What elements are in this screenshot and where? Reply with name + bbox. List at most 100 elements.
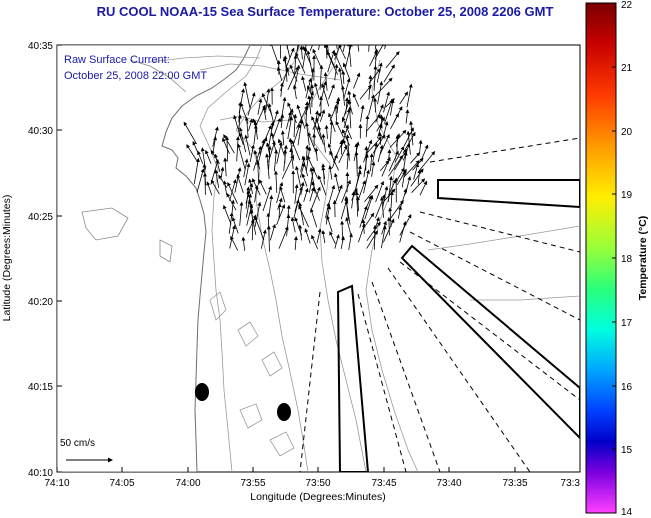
current-vector xyxy=(303,187,309,202)
current-vector xyxy=(230,235,239,251)
current-vector xyxy=(319,64,324,90)
current-vector xyxy=(202,172,207,195)
current-vector xyxy=(257,98,263,115)
current-vector xyxy=(329,120,334,145)
current-vector xyxy=(327,49,336,73)
current-vector xyxy=(401,170,407,188)
current-vector xyxy=(269,223,276,241)
x-tick-label: 73:40 xyxy=(436,478,461,489)
current-vector xyxy=(291,139,301,161)
current-vector xyxy=(313,110,319,137)
current-vector xyxy=(419,180,428,196)
current-vector xyxy=(239,201,244,226)
current-vector xyxy=(305,144,310,161)
current-vector xyxy=(236,174,244,193)
current-vector xyxy=(210,179,220,195)
current-vector xyxy=(317,175,327,196)
current-vector xyxy=(286,111,292,130)
current-vector xyxy=(277,202,282,219)
current-vector xyxy=(406,130,411,155)
current-vector xyxy=(406,83,413,108)
current-vector xyxy=(278,226,289,249)
current-vector xyxy=(371,161,376,177)
channel-polygons xyxy=(336,179,580,472)
x-tick-label: 73:35 xyxy=(502,478,527,489)
x-tick-label: 74:05 xyxy=(109,478,134,489)
colorbar-label: Temperature (°C) xyxy=(637,216,649,301)
current-vector xyxy=(214,169,220,188)
current-vector xyxy=(405,109,410,124)
current-vector xyxy=(348,233,353,250)
current-vector xyxy=(375,104,384,123)
current-vector xyxy=(318,45,320,51)
current-vector xyxy=(342,62,351,81)
current-vector xyxy=(298,224,303,241)
y-tick-label: 40:20 xyxy=(28,297,53,308)
current-vector xyxy=(293,199,300,219)
current-vector xyxy=(292,84,297,100)
current-vector xyxy=(243,158,249,178)
current-vector xyxy=(309,186,315,202)
current-vector xyxy=(347,106,352,129)
current-vector xyxy=(399,221,407,243)
current-vector xyxy=(365,115,370,138)
current-vector xyxy=(343,77,351,100)
current-vector xyxy=(205,149,212,164)
current-vector xyxy=(238,127,247,153)
current-vector xyxy=(366,230,378,249)
current-vector xyxy=(329,231,336,245)
current-vector xyxy=(351,191,356,209)
current-vector xyxy=(418,139,423,153)
current-vector xyxy=(222,180,228,195)
current-vector xyxy=(321,163,326,185)
current-vector xyxy=(363,153,369,178)
current-vector xyxy=(334,234,340,249)
current-vector xyxy=(295,52,306,74)
current-vector xyxy=(241,236,246,251)
current-vector xyxy=(324,45,335,67)
current-vector xyxy=(235,136,240,162)
colorbar-tick-label: 21 xyxy=(621,63,633,74)
colorbar xyxy=(585,2,617,514)
axis-ticks xyxy=(56,44,516,473)
current-vector xyxy=(398,205,403,219)
current-vector xyxy=(273,170,278,193)
current-vector xyxy=(248,118,253,132)
current-vector xyxy=(298,205,309,228)
current-vector xyxy=(255,160,260,185)
current-vector xyxy=(374,77,393,97)
current-vector xyxy=(383,91,391,113)
y-tick-label: 40:35 xyxy=(28,41,53,52)
current-vector xyxy=(359,205,368,228)
current-vector xyxy=(244,116,249,138)
current-vector xyxy=(340,236,345,249)
current-vector xyxy=(301,75,307,92)
current-vector xyxy=(250,218,255,241)
current-vector xyxy=(365,136,382,155)
current-vector xyxy=(223,157,228,177)
current-vector xyxy=(311,186,321,210)
current-vector xyxy=(265,153,270,179)
current-vector xyxy=(388,155,403,177)
current-vector xyxy=(383,218,395,243)
current-vector xyxy=(375,180,385,203)
x-tick-label: 74:00 xyxy=(175,478,200,489)
current-vector xyxy=(282,57,290,76)
current-vector xyxy=(389,190,394,209)
colorbar-tick-label: 18 xyxy=(621,254,633,265)
current-vector xyxy=(273,149,279,172)
current-vector xyxy=(373,65,378,91)
current-vector xyxy=(268,194,274,217)
x-tick-label: 73:55 xyxy=(240,478,265,489)
current-vector xyxy=(325,205,331,225)
current-vector xyxy=(372,142,378,162)
current-vector xyxy=(286,45,291,58)
map-title: RU COOL NOAA-15 Sea Surface Temperature:… xyxy=(96,4,554,19)
current-vector xyxy=(227,181,238,204)
current-vector xyxy=(277,66,283,81)
current-vector xyxy=(395,134,400,153)
current-vector xyxy=(253,124,258,145)
current-vector xyxy=(324,124,329,139)
current-vector xyxy=(366,221,381,242)
current-vector xyxy=(266,225,271,252)
